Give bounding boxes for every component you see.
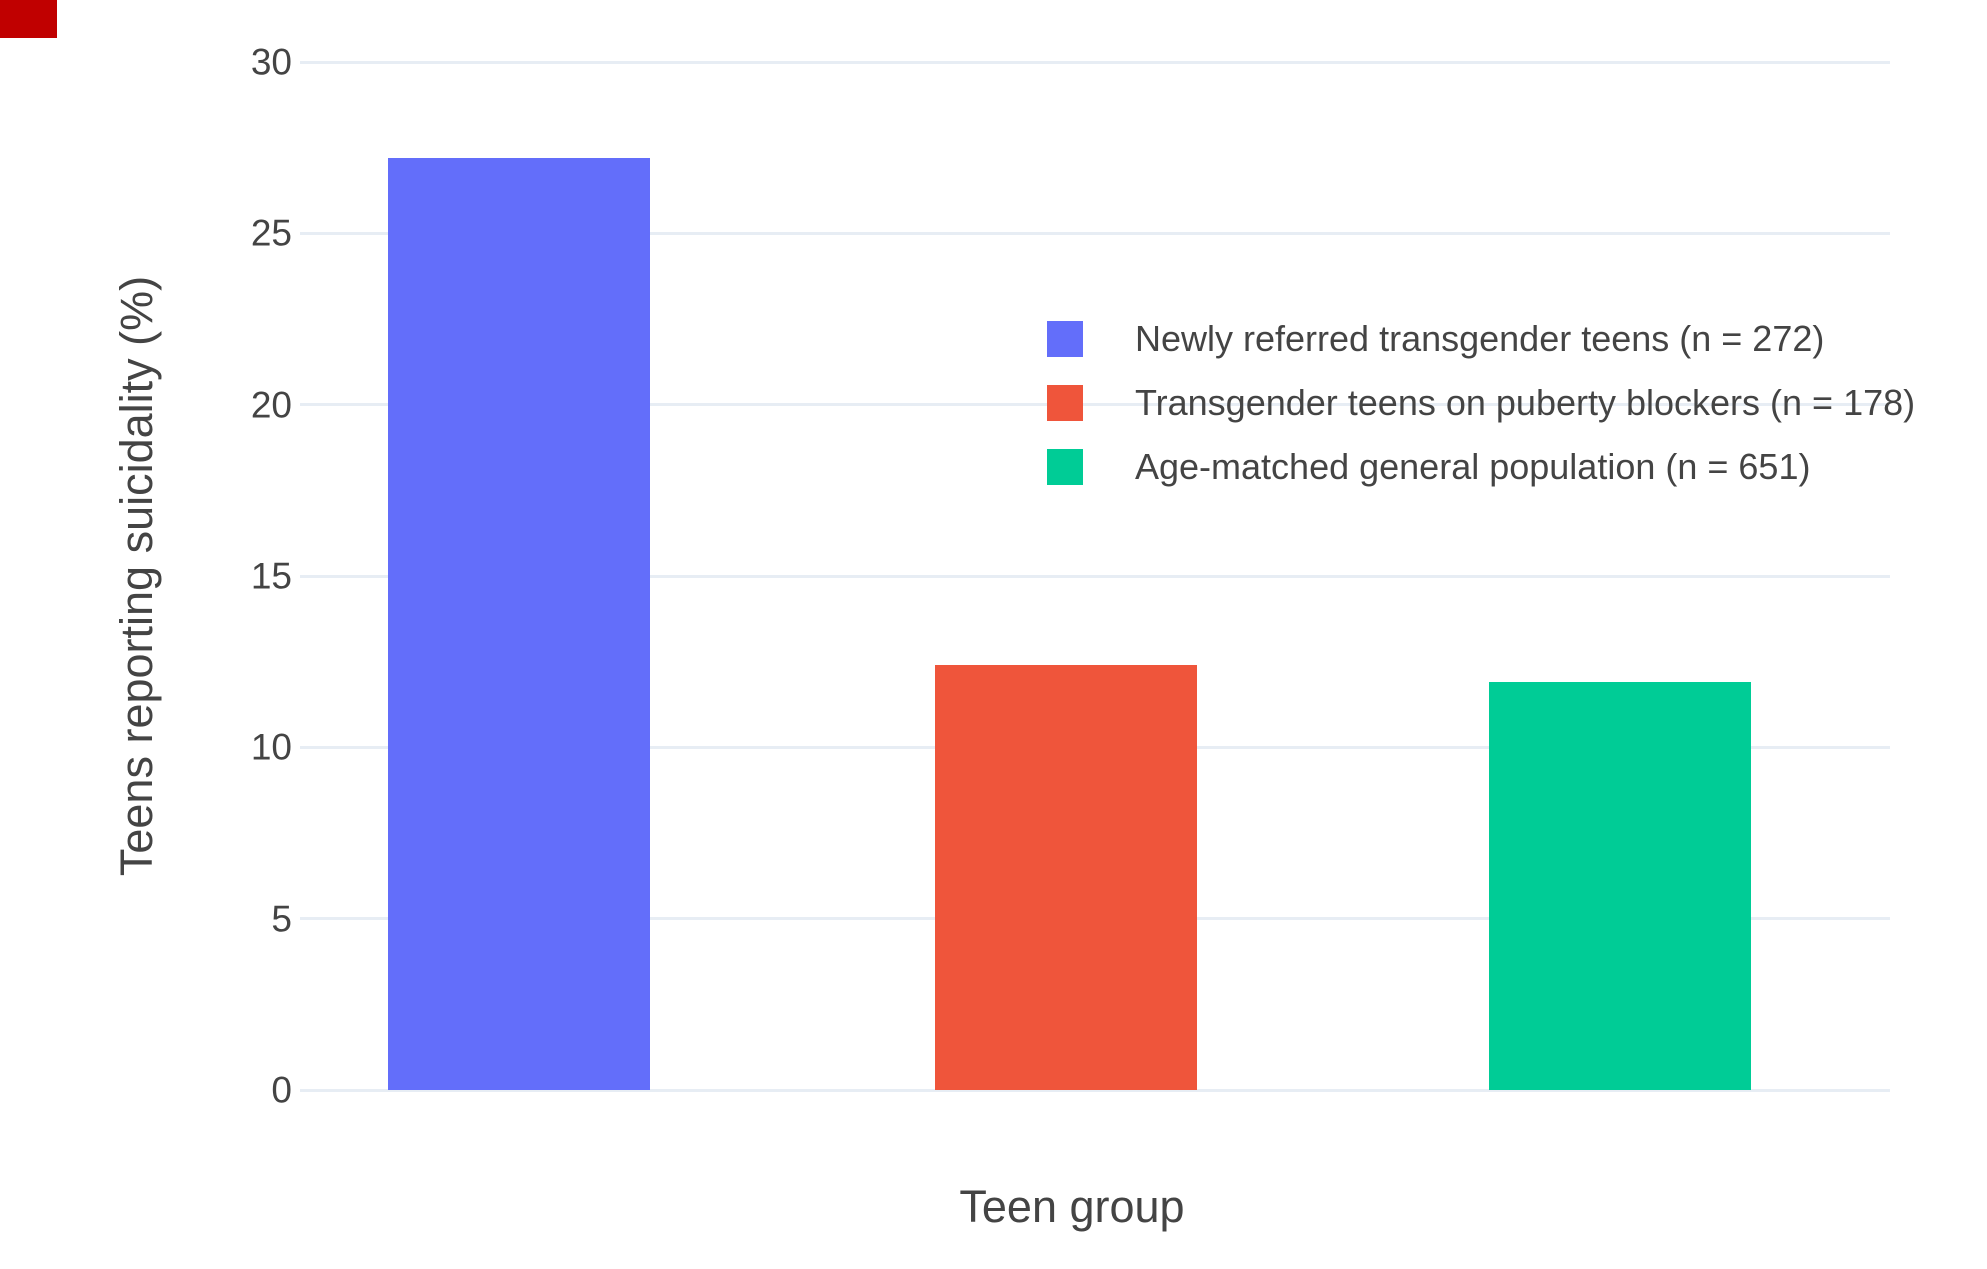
legend-item[interactable]: Age-matched general population (n = 651) bbox=[1047, 449, 1915, 485]
bar[interactable] bbox=[1488, 682, 1751, 1090]
legend-swatch-icon bbox=[1047, 321, 1083, 357]
gridline bbox=[300, 574, 1890, 578]
bar[interactable] bbox=[388, 157, 651, 1090]
gridline bbox=[300, 403, 1890, 407]
y-tick-label: 25 bbox=[250, 212, 292, 254]
y-tick-label: 20 bbox=[250, 384, 292, 426]
y-tick-label: 5 bbox=[271, 898, 292, 940]
legend-item[interactable]: Newly referred transgender teens (n = 27… bbox=[1047, 321, 1915, 357]
legend-label: Newly referred transgender teens (n = 27… bbox=[1135, 318, 1825, 359]
bar[interactable] bbox=[935, 665, 1198, 1090]
gridline bbox=[300, 60, 1890, 64]
gridline bbox=[300, 1088, 1890, 1092]
legend-swatch-icon bbox=[1047, 385, 1083, 421]
gridline bbox=[300, 231, 1890, 235]
y-tick-label: 0 bbox=[271, 1069, 292, 1111]
plot-area: Newly referred transgender teens (n = 27… bbox=[300, 60, 1915, 1092]
legend-item[interactable]: Transgender teens on puberty blockers (n… bbox=[1047, 385, 1915, 421]
y-tick-label: 30 bbox=[250, 41, 292, 83]
screen-corner-red-marker bbox=[0, 0, 57, 38]
legend-swatch-icon bbox=[1047, 449, 1083, 485]
y-axis-tick-labels: 0 5 10 15 20 25 30 bbox=[0, 44, 292, 1109]
y-tick-label: 15 bbox=[250, 555, 292, 597]
legend: Newly referred transgender teens (n = 27… bbox=[1047, 321, 1915, 513]
legend-label: Age-matched general population (n = 651) bbox=[1135, 446, 1811, 487]
legend-label: Transgender teens on puberty blockers (n… bbox=[1135, 382, 1916, 423]
y-tick-label: 10 bbox=[250, 726, 292, 768]
x-axis-title: Teen group bbox=[959, 1181, 1185, 1232]
